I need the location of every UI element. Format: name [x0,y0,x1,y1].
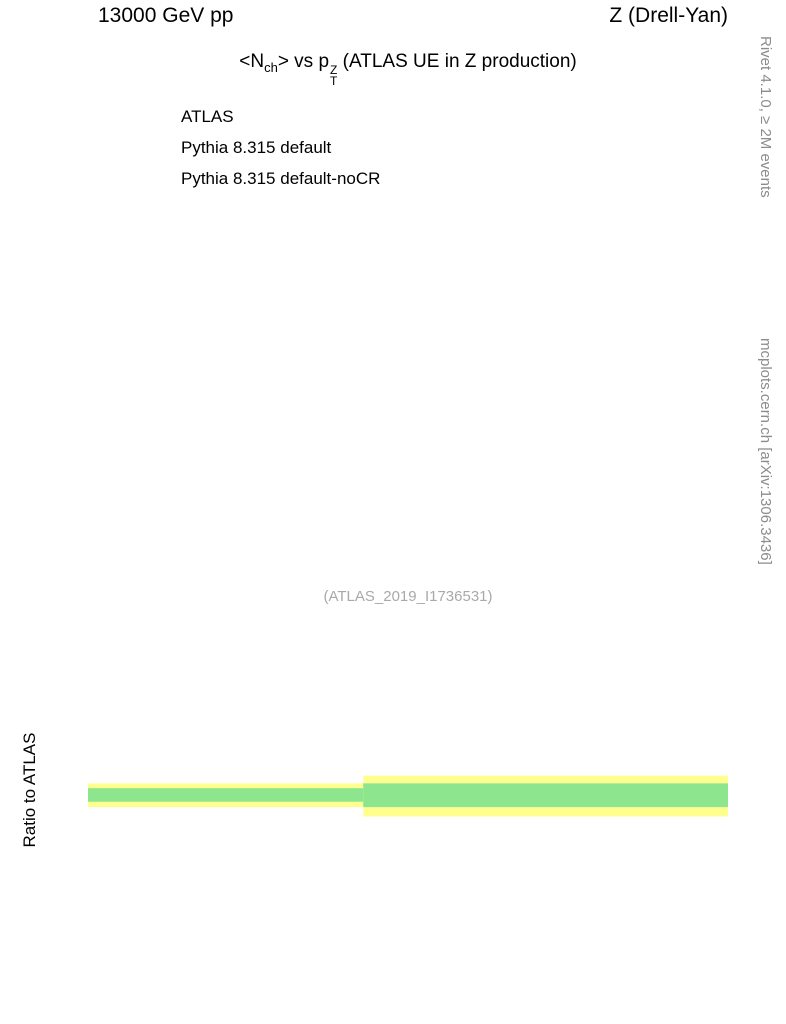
rivet-version-note: Rivet 4.1.0, ≥ 2M events [757,36,774,198]
analysis-id-watermark: (ATLAS_2019_I1736531) [323,588,493,605]
mcplots-reference-note: mcplots.cern.ch [arXiv:1306.3436] [757,338,774,565]
title-suffix: (ATLAS UE in Z production) [337,51,577,72]
legend-item-pythia-nocr: Pythia 8.315 default-noCR [133,163,380,194]
ratio-axis-label: Ratio to ATLAS [20,732,39,848]
legend-label-pythia-nocr: Pythia 8.315 default-noCR [181,168,381,188]
legend-item-pythia-default: Pythia 8.315 default [133,132,380,163]
legend: ATLAS Pythia 8.315 default Pythia 8.315 … [133,101,380,194]
title-pre: <N [239,51,265,72]
legend-label-atlas: ATLAS [181,106,234,126]
title-mid: > vs p [277,51,330,72]
legend-label-pythia-default: Pythia 8.315 default [181,137,332,157]
legend-item-atlas: ATLAS [133,101,380,132]
atlas-square-marker-icon [133,107,173,127]
ratio-uncertainty-bands [88,775,728,817]
title-subscript: T [330,74,338,89]
beam-energy-label: 13000 GeV pp [98,4,234,27]
pythia-nocr-triangle-marker-icon [133,169,173,189]
process-label: Z (Drell-Yan) [609,4,728,27]
title-sub: ch [264,59,278,75]
pythia-default-triangle-marker-icon [133,138,173,158]
title-sup: Z [330,63,338,77]
